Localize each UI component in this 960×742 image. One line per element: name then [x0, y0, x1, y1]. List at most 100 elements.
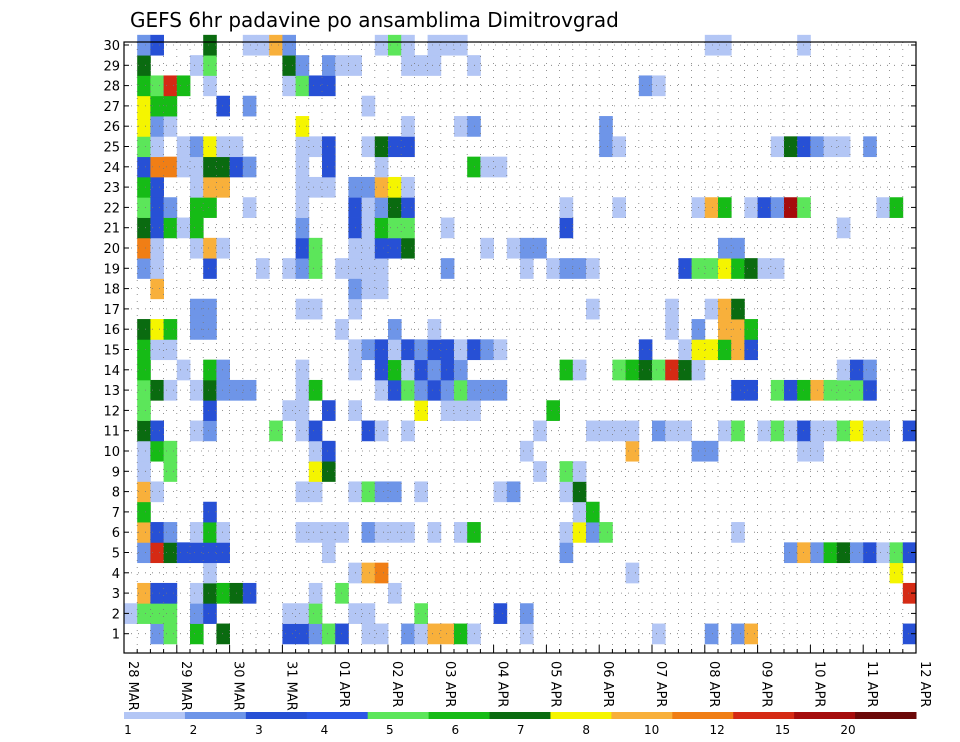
- heatmap-cell: [137, 582, 151, 604]
- y-tick-label: 6: [112, 526, 120, 541]
- heatmap-cell: [731, 298, 745, 320]
- heatmap-cell: [427, 522, 442, 543]
- chart-title: GEFS 6hr padavine po ansamblima Dimitrov…: [130, 8, 619, 32]
- heatmap-cell: [295, 400, 310, 421]
- heatmap-cell: [190, 582, 204, 604]
- heatmap-cell: [836, 379, 851, 401]
- heatmap-cell: [295, 217, 310, 239]
- heatmap-cell: [401, 176, 415, 198]
- heatmap-cell: [374, 379, 389, 401]
- heatmap-cell: [295, 237, 310, 259]
- y-tick-label: 11: [103, 425, 120, 440]
- heatmap-cell: [137, 440, 151, 462]
- heatmap-cell: [850, 359, 864, 381]
- heatmap-cell: [559, 461, 574, 482]
- heatmap-cell: [718, 319, 732, 340]
- heatmap-cell: [401, 197, 415, 218]
- heatmap-cell: [440, 339, 455, 361]
- heatmap-cell: [520, 237, 534, 259]
- y-tick-label: 17: [103, 303, 120, 318]
- heatmap-cell: [414, 481, 428, 503]
- heatmap-cell: [757, 420, 772, 442]
- heatmap-cell: [374, 34, 389, 56]
- heatmap-cell: [269, 420, 283, 442]
- heatmap-cell: [374, 176, 389, 198]
- heatmap-cell: [374, 156, 389, 178]
- heatmap-cell: [242, 197, 257, 218]
- heatmap-cell: [295, 379, 310, 401]
- heatmap-cell: [731, 258, 745, 279]
- heatmap-cell: [322, 55, 336, 76]
- plot-frame: [123, 41, 917, 654]
- heatmap-cell: [388, 136, 402, 158]
- heatmap-cell: [388, 481, 402, 503]
- legend-swatch: [855, 712, 917, 719]
- heatmap-cell: [361, 176, 376, 198]
- heatmap-cell: [216, 582, 230, 604]
- heatmap-cell: [295, 481, 310, 503]
- heatmap-cell: [137, 176, 151, 198]
- heatmap-cell: [282, 258, 296, 279]
- heatmap-cell: [625, 359, 640, 381]
- heatmap-cell: [770, 136, 785, 158]
- heatmap-cell: [308, 75, 323, 97]
- heatmap-cell: [308, 440, 323, 462]
- heatmap-cell: [414, 603, 428, 624]
- heatmap-cell: [150, 440, 164, 462]
- x-tick-label: 10 APR: [811, 661, 826, 707]
- y-tick-label: 30: [103, 39, 120, 54]
- heatmap-cell: [137, 542, 151, 564]
- heatmap-cell: [718, 197, 732, 218]
- heatmap-cell: [295, 298, 310, 320]
- heatmap-cell: [731, 420, 745, 442]
- heatmap-cell: [137, 481, 151, 503]
- heatmap-cell: [150, 258, 164, 279]
- y-tick-label: 23: [103, 181, 120, 196]
- heatmap-cell: [480, 156, 494, 178]
- heatmap-cell: [150, 522, 164, 543]
- heatmap-cell: [190, 176, 204, 198]
- heatmap-cell: [282, 400, 296, 421]
- heatmap-cell: [361, 420, 376, 442]
- heatmap-cell: [361, 237, 376, 259]
- heatmap-cell: [388, 34, 402, 56]
- heatmap-cell: [137, 603, 151, 624]
- heatmap-cell: [480, 237, 494, 259]
- heatmap-cell: [493, 379, 508, 401]
- heatmap-cell: [665, 319, 679, 340]
- legend-swatch: [489, 712, 551, 719]
- heatmap-cell: [150, 481, 164, 503]
- heatmap-cell: [150, 542, 164, 564]
- heatmap-cell: [269, 34, 283, 56]
- heatmap-cell: [440, 359, 455, 381]
- heatmap-cell: [731, 237, 745, 259]
- legend-swatch: [611, 712, 673, 719]
- heatmap-cell: [163, 197, 178, 218]
- heatmap-cell: [216, 522, 230, 543]
- heatmap-cell: [361, 603, 376, 624]
- legend-swatch: [124, 712, 186, 719]
- legend-label: 7: [517, 723, 525, 737]
- heatmap-cell: [784, 136, 798, 158]
- heatmap-cell: [203, 258, 217, 279]
- heatmap-cell: [586, 258, 600, 279]
- heatmap-cell: [137, 34, 151, 56]
- heatmap-cell: [361, 95, 376, 117]
- heatmap-cell: [414, 359, 428, 381]
- heatmap-cell: [203, 562, 217, 584]
- heatmap-cell: [770, 258, 785, 279]
- heatmap-cell: [150, 379, 164, 401]
- heatmap-cell: [401, 359, 415, 381]
- heatmap-cell: [216, 542, 230, 564]
- heatmap-cell: [361, 217, 376, 239]
- heatmap-cell: [216, 136, 230, 158]
- heatmap-cell: [718, 339, 732, 361]
- heatmap-cell: [612, 359, 626, 381]
- heatmap-cell: [203, 176, 217, 198]
- heatmap-cell: [678, 359, 692, 381]
- heatmap-cell: [388, 339, 402, 361]
- heatmap-cell: [282, 75, 296, 97]
- heatmap-cell: [863, 359, 877, 381]
- y-tick-label: 4: [112, 567, 120, 582]
- heatmap-cell: [744, 339, 758, 361]
